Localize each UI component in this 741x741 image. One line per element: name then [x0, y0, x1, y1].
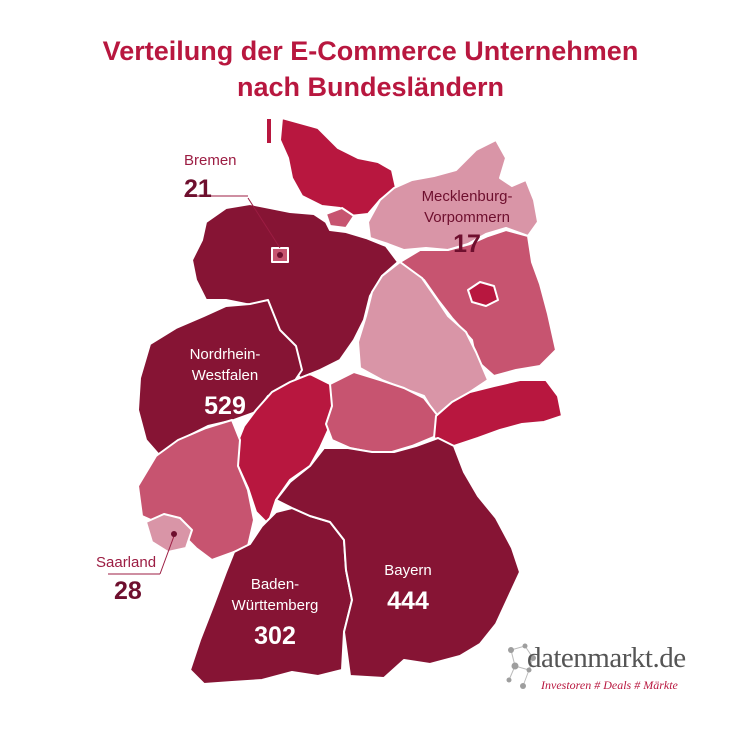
state-niedersachsen[interactable]: [191, 203, 399, 379]
datenmarkt-logo[interactable]: datenmarkt.de Investoren # Deals # Märkt…: [505, 640, 705, 700]
label-nrw-name-line2: Westfalen: [191, 367, 259, 384]
bremen-marker: [277, 252, 283, 258]
label-saarland-name: Saarland: [96, 554, 157, 571]
state-hamburg[interactable]: [325, 207, 355, 229]
state-schleswig-holstein[interactable]: [279, 117, 397, 217]
saarland-marker: [171, 531, 177, 537]
state-berlin[interactable]: [467, 281, 499, 307]
label-bw-name-line1: Baden-: [250, 576, 300, 593]
state-thueringen[interactable]: [325, 371, 439, 453]
label-nordrhein-westfalen: Nordrhein- Westfalen 529: [170, 344, 280, 422]
state-bayern[interactable]: [275, 437, 521, 679]
label-bremen-name: Bremen: [184, 152, 237, 169]
state-baden-wuerttemberg[interactable]: [189, 507, 353, 685]
label-mv-name-line2: Vorpommern: [424, 209, 510, 226]
label-saarland-value: 28: [114, 577, 142, 605]
map-title-line-2: nach Bundesländern: [236, 72, 505, 102]
map-title-line-1: Verteilung der E-Commerce Unternehmen: [102, 36, 639, 66]
label-bw-name-line2: Württemberg: [231, 597, 319, 614]
label-mv-value: 17: [453, 230, 481, 258]
state-saarland[interactable]: [145, 513, 193, 553]
state-sachsen[interactable]: [433, 379, 563, 447]
label-bayern: Bayern 444: [358, 560, 458, 617]
logo-wordmark: datenmarkt.de: [527, 642, 686, 674]
network-dots-icon: [506, 643, 536, 689]
label-nrw-value: 529: [204, 392, 246, 420]
saarland-leader-line: [159, 535, 175, 575]
logo-tagline: Investoren # Deals # Märkte: [541, 678, 678, 692]
label-baden-wuerttemberg: Baden- Württemberg 302: [220, 574, 330, 652]
label-bw-value: 302: [254, 622, 296, 650]
label-bremen-value: 21: [184, 175, 212, 203]
bremen-leader-line: [247, 197, 281, 249]
label-saarland: Saarland 28: [96, 552, 166, 607]
state-mecklenburg-vorpommern[interactable]: [367, 139, 539, 251]
label-nrw-name-line1: Nordrhein-: [189, 346, 261, 363]
label-mecklenburg-vorpommern: Mecklenburg- Vorpommern 17: [402, 186, 532, 260]
label-bayern-name: Bayern: [384, 562, 432, 579]
label-mv-name-line1: Mecklenburg-: [421, 188, 513, 205]
label-bremen: Bremen 21: [184, 150, 244, 205]
label-bayern-value: 444: [387, 587, 429, 615]
island-sylt: [265, 117, 273, 145]
